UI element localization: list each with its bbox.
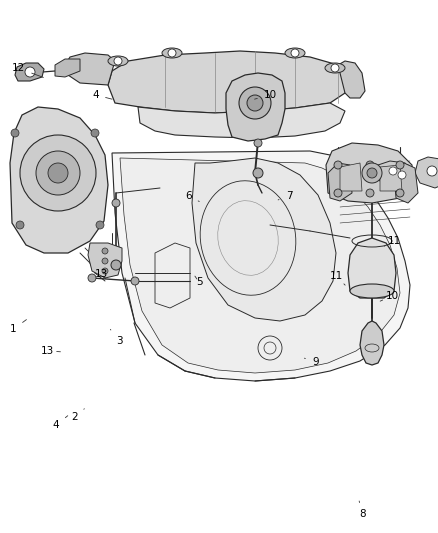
Circle shape	[168, 49, 176, 57]
Circle shape	[114, 57, 122, 65]
Polygon shape	[108, 51, 348, 113]
Polygon shape	[112, 151, 410, 381]
Circle shape	[102, 258, 108, 264]
Text: 4: 4	[92, 90, 112, 100]
Text: 12: 12	[12, 63, 43, 77]
Text: 8: 8	[359, 501, 366, 519]
Polygon shape	[394, 163, 418, 203]
Circle shape	[367, 168, 377, 178]
Polygon shape	[65, 53, 115, 85]
Polygon shape	[138, 103, 345, 138]
Circle shape	[102, 268, 108, 274]
Circle shape	[366, 189, 374, 197]
Circle shape	[112, 199, 120, 207]
Circle shape	[396, 161, 404, 169]
Text: 10: 10	[254, 90, 277, 100]
Polygon shape	[348, 238, 396, 298]
Polygon shape	[380, 165, 402, 191]
Circle shape	[111, 260, 121, 270]
Circle shape	[16, 221, 24, 229]
Circle shape	[48, 163, 68, 183]
Circle shape	[366, 161, 374, 169]
Ellipse shape	[108, 56, 128, 66]
Circle shape	[291, 49, 299, 57]
Text: 6: 6	[185, 191, 199, 201]
Circle shape	[102, 248, 108, 254]
Text: 4: 4	[53, 416, 68, 430]
Circle shape	[334, 161, 342, 169]
Text: 7: 7	[278, 191, 293, 201]
Circle shape	[427, 166, 437, 176]
Text: 1: 1	[10, 320, 26, 334]
Circle shape	[36, 151, 80, 195]
Polygon shape	[326, 143, 414, 203]
Circle shape	[239, 87, 271, 119]
Text: 10: 10	[380, 291, 399, 301]
Polygon shape	[360, 321, 384, 365]
Text: 11: 11	[385, 236, 401, 246]
Polygon shape	[328, 163, 352, 201]
Polygon shape	[120, 158, 400, 373]
Circle shape	[331, 64, 339, 72]
Circle shape	[96, 221, 104, 229]
Text: 5: 5	[195, 276, 203, 287]
Circle shape	[362, 163, 382, 183]
Polygon shape	[338, 61, 365, 98]
Circle shape	[254, 139, 262, 147]
Text: 11: 11	[330, 271, 345, 285]
Circle shape	[88, 274, 96, 282]
Polygon shape	[10, 107, 108, 253]
Circle shape	[389, 167, 397, 175]
Text: 3: 3	[110, 329, 123, 346]
Circle shape	[131, 277, 139, 285]
Ellipse shape	[285, 48, 305, 58]
Circle shape	[334, 189, 342, 197]
Text: 2: 2	[71, 409, 85, 422]
Circle shape	[247, 95, 263, 111]
Polygon shape	[55, 59, 80, 77]
Text: 13: 13	[95, 270, 108, 279]
Circle shape	[25, 67, 35, 77]
Polygon shape	[88, 243, 122, 278]
Polygon shape	[192, 158, 336, 321]
Text: 9: 9	[304, 358, 319, 367]
Polygon shape	[15, 63, 44, 81]
Polygon shape	[340, 163, 362, 191]
Ellipse shape	[325, 63, 345, 73]
Ellipse shape	[162, 48, 182, 58]
Text: 13: 13	[41, 346, 60, 356]
Circle shape	[11, 129, 19, 137]
Circle shape	[396, 189, 404, 197]
Polygon shape	[388, 165, 414, 189]
Circle shape	[253, 168, 263, 178]
Circle shape	[91, 129, 99, 137]
Polygon shape	[415, 157, 438, 188]
Polygon shape	[375, 161, 410, 183]
Circle shape	[398, 171, 406, 179]
Ellipse shape	[350, 284, 394, 298]
Polygon shape	[226, 73, 285, 141]
Circle shape	[20, 135, 96, 211]
